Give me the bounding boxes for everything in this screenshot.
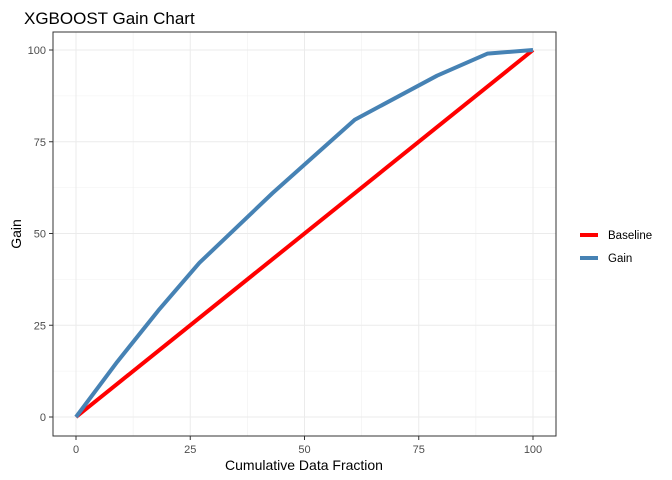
legend-label-gain: Gain [608,253,632,265]
x-tick-label: 0 [73,444,79,456]
y-tick-label: 0 [40,412,46,424]
x-tick-label: 25 [184,444,196,456]
x-tick-label: 50 [298,444,310,456]
y-tick-label: 100 [28,45,46,57]
legend-label-baseline: Baseline [608,230,652,242]
y-tick-label: 75 [34,137,46,149]
y-axis-ticks: 0 25 50 75 100 [28,45,53,424]
x-axis-title: Cumulative Data Fraction [225,457,383,473]
series-line-baseline [74,48,535,419]
y-axis-title: Gain [8,219,24,249]
x-tick-label: 100 [524,444,542,456]
grid-major [53,32,556,436]
y-tick-label: 50 [34,229,46,241]
legend: Baseline Gain [580,230,652,265]
y-tick-label: 25 [34,320,46,332]
x-tick-label: 75 [413,444,425,456]
x-axis-ticks: 0 25 50 75 100 [73,436,542,456]
chart-title: XGBOOST Gain Chart [24,9,195,28]
series-layer [74,48,535,419]
series-line-gain [74,48,534,419]
